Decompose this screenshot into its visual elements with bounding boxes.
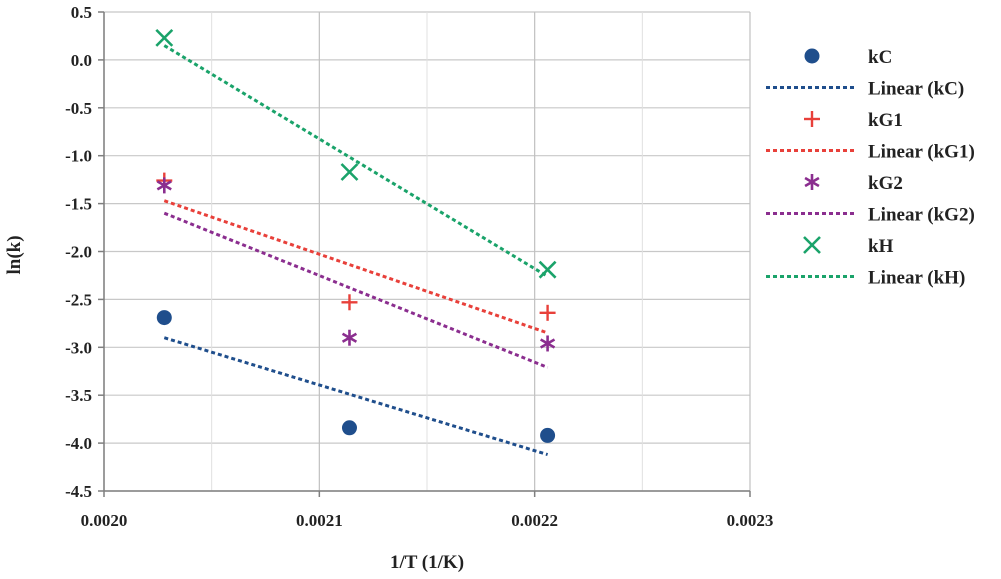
point-kH xyxy=(538,260,557,279)
point-kG1 xyxy=(341,294,358,311)
point-kG2 xyxy=(540,335,556,352)
trendline-kG2 xyxy=(163,211,549,369)
y-tick-label: -0.5 xyxy=(65,99,92,118)
y-tick-label: -2.5 xyxy=(65,290,92,309)
point-kG2 xyxy=(156,177,172,194)
legend-label: kH xyxy=(868,236,894,257)
trendline-kH xyxy=(163,44,549,278)
tick-labels: 0.5 0.0 -0.5 -1.0 -1.5 -2.0 -2.5 -3.0 -3.5 -4.0 -4… xyxy=(65,3,773,530)
legend-trendline-label: Linear (kC) xyxy=(868,79,964,100)
legend-marker-kG1 xyxy=(804,111,820,127)
legend: kC Linear (kC) kG1 Linear (kG1) kG2 Linear (k… xyxy=(766,47,975,289)
legend-label: kG1 xyxy=(868,110,903,131)
trendlines xyxy=(163,44,549,457)
y-tick-label: -2.0 xyxy=(65,243,92,262)
y-axis-title: ln(k) xyxy=(4,235,25,274)
legend-trendline-label: Linear (kG2) xyxy=(868,205,975,226)
point-kH xyxy=(340,163,359,181)
point-kG1 xyxy=(539,304,556,321)
x-tick-label: 0.0020 xyxy=(81,511,128,530)
trendline-kG1 xyxy=(163,199,549,335)
x-tick-label: 0.0022 xyxy=(511,511,558,530)
point-kC xyxy=(540,427,556,443)
y-tick-label: -4.0 xyxy=(65,434,92,453)
point-kG2 xyxy=(341,329,358,346)
trendline-kC xyxy=(163,336,549,457)
legend-marker-kH xyxy=(803,236,821,254)
legend-trendline-label: Linear (kH) xyxy=(868,268,965,289)
legend-label: kG2 xyxy=(868,173,903,194)
legend-label: kC xyxy=(868,47,892,68)
data-points xyxy=(155,28,557,443)
y-tick-label: 0.0 xyxy=(71,51,92,70)
x-tick-label: 0.0023 xyxy=(727,511,774,530)
x-axis-title: 1/T (1/K) xyxy=(390,552,464,573)
legend-marker-kG2 xyxy=(804,174,820,190)
legend-marker-kC xyxy=(804,48,820,64)
point-kC xyxy=(341,420,357,436)
y-tick-label: -3.5 xyxy=(65,386,92,405)
x-tick-label: 0.0021 xyxy=(296,511,343,530)
y-tick-label: -3.0 xyxy=(65,338,92,357)
axes xyxy=(98,11,751,497)
y-tick-label: -1.5 xyxy=(65,195,92,214)
legend-trendline-label: Linear (kG1) xyxy=(868,142,975,163)
y-tick-label: -4.5 xyxy=(65,482,92,501)
point-kC xyxy=(156,310,172,326)
point-kH xyxy=(155,28,174,47)
y-tick-label: -1.0 xyxy=(65,147,92,166)
y-tick-label: 0.5 xyxy=(71,3,92,22)
